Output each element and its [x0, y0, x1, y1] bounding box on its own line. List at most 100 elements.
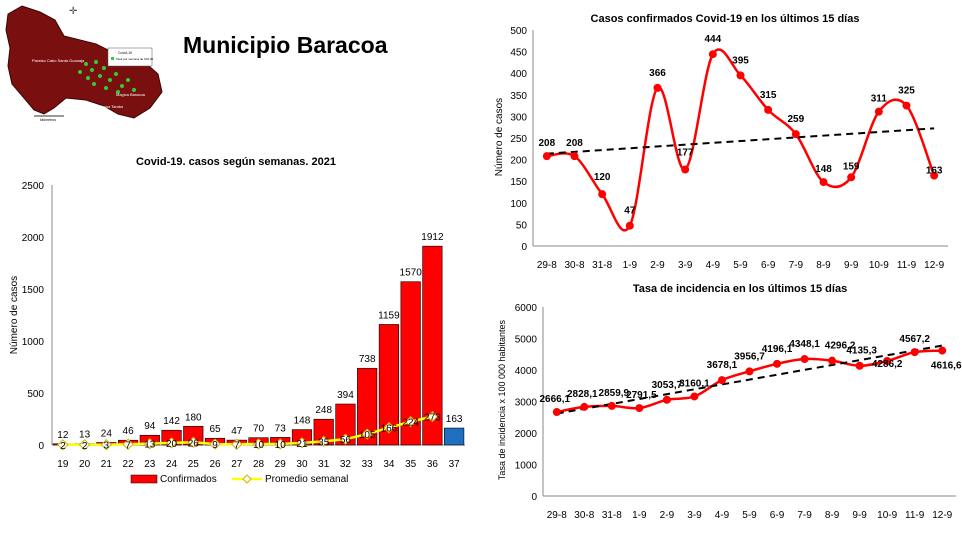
point-data-label: 395	[732, 55, 749, 66]
bar-data-label: 24	[101, 429, 113, 440]
bar-data-label: 394	[337, 390, 354, 401]
point-promedio	[252, 438, 265, 450]
point-data-label: 208	[566, 138, 583, 149]
x-tick-label: 36	[427, 459, 439, 470]
point-data-label: 2791,5	[626, 390, 657, 401]
municipality-map: Paraíso Cabo Santa Guanaja Magica Baraco…	[5, 5, 163, 122]
bar-confirmados	[357, 367, 378, 446]
point-data-label: 315	[760, 90, 777, 101]
y-tick-label: 6000	[515, 303, 538, 314]
map-land	[5, 5, 163, 119]
point-promedio	[426, 410, 439, 423]
y-tick-label: 300	[510, 112, 527, 123]
promedio-data-label: 273	[424, 413, 441, 424]
y-tick-label: 0	[521, 242, 527, 253]
y-tick-label: 0	[531, 492, 537, 503]
bar-confirmados	[378, 324, 400, 446]
point-data-label: 4196,1	[762, 344, 793, 355]
bar-data-label: 1159	[378, 310, 400, 321]
promedio-data-label: 105	[359, 430, 376, 441]
x-tick-label: 27	[231, 459, 243, 470]
x-tick-label: 19	[57, 459, 69, 470]
x-tick-label: 34	[383, 459, 395, 470]
y-axis-label: Número de casos	[9, 276, 20, 354]
bar-data-label: 148	[294, 416, 311, 427]
point-promedio	[383, 422, 395, 434]
y-tick-label: 0	[38, 441, 44, 452]
bar-data-label: 47	[231, 426, 243, 437]
x-tick-label: 33	[362, 459, 374, 470]
point-data-label: 4348,1	[789, 339, 820, 350]
data-point	[819, 178, 828, 187]
data-point	[580, 402, 589, 411]
point-data-label: 120	[594, 172, 611, 183]
x-tick-label: 9-9	[844, 260, 859, 271]
map-scale-label: kilómetros	[40, 118, 56, 122]
y-tick-label: 1000	[515, 461, 538, 472]
y-tick-label: 450	[510, 48, 527, 59]
bar-data-label: 1912	[421, 232, 444, 243]
point-promedio	[209, 438, 221, 450]
point-data-label: 47	[624, 206, 636, 217]
point-data-label: 177	[677, 148, 694, 159]
x-tick-label: 23	[144, 459, 156, 470]
data-point	[773, 359, 782, 368]
x-tick-label: 1-9	[632, 510, 647, 521]
promedio-data-label: 10	[253, 440, 265, 451]
series-line	[546, 48, 936, 232]
y-tick-label: 150	[510, 177, 527, 188]
promedio-data-label: 21	[296, 439, 308, 450]
y-tick-label: 4000	[515, 366, 538, 377]
point-promedio	[361, 428, 373, 440]
y-tick-label: 350	[510, 91, 527, 102]
point-data-label: 4135,3	[846, 346, 877, 357]
data-point	[662, 395, 671, 404]
x-tick-label: 29	[275, 459, 287, 470]
x-tick-label: 5-9	[733, 260, 748, 271]
bar-data-label: 94	[144, 421, 156, 432]
y-axis-label: Tasa de incidencia x 100 000 habitantes	[497, 319, 507, 480]
x-tick-label: 20	[79, 459, 91, 470]
point-promedio	[57, 439, 69, 451]
x-tick-label: 35	[405, 459, 417, 470]
x-tick-label: 4-9	[715, 510, 730, 521]
point-data-label: 259	[787, 114, 804, 125]
map-legend-box	[107, 47, 153, 67]
point-data-label: 311	[871, 94, 888, 105]
x-tick-label: 30-8	[564, 260, 584, 271]
data-point	[745, 367, 754, 376]
chart-legend: Confirmados Promedio semanal	[130, 474, 348, 485]
point-data-label: 325	[898, 86, 915, 97]
x-tick-label: 25	[188, 459, 200, 470]
y-tick-label: 400	[510, 69, 527, 80]
y-tick-label: 200	[510, 156, 527, 167]
point-data-label: 4296,2	[825, 341, 856, 352]
map-north-icon: ✛	[69, 6, 77, 17]
x-tick-label: 10-9	[877, 510, 897, 521]
point-promedio	[100, 438, 113, 451]
x-tick-label: 5-9	[742, 510, 757, 521]
bar-data-label: 180	[185, 412, 202, 423]
x-tick-label: 1-9	[623, 260, 638, 271]
promedio-data-label: 3	[104, 441, 110, 452]
point-data-label: 444	[704, 34, 721, 45]
x-tick-label: 30-8	[574, 510, 594, 521]
point-data-label: 163	[926, 166, 943, 177]
x-tick-label: 4-9	[706, 260, 721, 271]
y-tick-label: 3000	[515, 398, 538, 409]
point-data-label: 4286,2	[872, 359, 903, 370]
point-data-label: 3956,7	[734, 351, 765, 362]
data-point	[635, 404, 644, 413]
x-tick-label: 29-8	[547, 510, 567, 521]
data-point	[690, 392, 699, 401]
legend-swatch-confirmados	[130, 474, 158, 484]
x-tick-label: 31-8	[602, 510, 622, 521]
bar-data-label: 70	[253, 424, 265, 435]
x-tick-label: 11-9	[897, 260, 917, 271]
x-tick-label: 21	[101, 459, 113, 470]
y-tick-label: 2000	[515, 429, 538, 440]
data-point	[847, 173, 856, 182]
bar-data-label: 1570	[400, 268, 423, 279]
map-points	[78, 60, 136, 94]
